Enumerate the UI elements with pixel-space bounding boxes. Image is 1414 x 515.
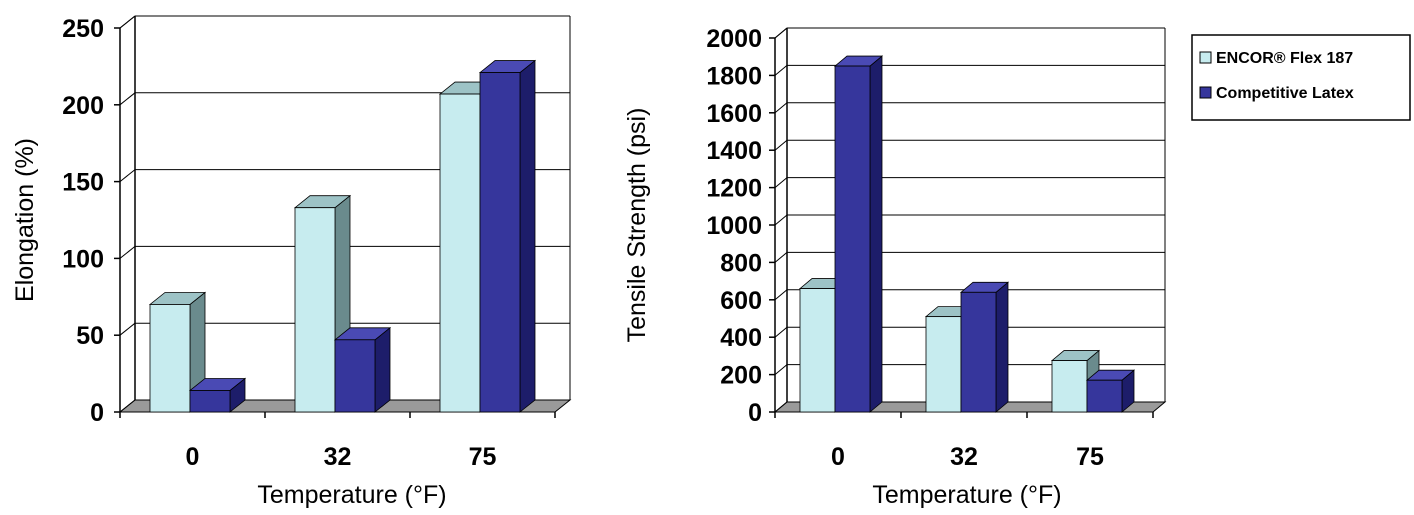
bar-front bbox=[799, 288, 836, 413]
gridline-side bbox=[774, 65, 788, 76]
y-axis-title: Tensile Strength (psi) bbox=[623, 108, 651, 343]
bar-front bbox=[294, 207, 336, 413]
gridline-side bbox=[119, 246, 136, 259]
y-tick-label: 1200 bbox=[706, 175, 762, 203]
y-tick-label: 200 bbox=[62, 92, 104, 120]
bar-front bbox=[479, 72, 521, 413]
gridline-side bbox=[119, 92, 136, 106]
bar-front bbox=[1051, 360, 1088, 413]
elongation-chart: 0 50 100 150 200 250 0 32 75 Elongation (%) Temper… bbox=[11, 15, 572, 509]
gridline-side bbox=[774, 214, 788, 226]
y-tick-label: 100 bbox=[62, 245, 104, 273]
y-tick-label: 50 bbox=[76, 322, 104, 350]
gridline-side bbox=[774, 139, 788, 151]
tensile-strength-chart: 0 200 400 600 800 1000 1200 1400 1600 1800 2000 0 32… bbox=[623, 25, 1167, 509]
gridline-side bbox=[119, 322, 136, 336]
bar-front bbox=[189, 390, 231, 413]
legend: ENCOR® Flex 187 Competitive Latex bbox=[1191, 34, 1411, 121]
gridline-side bbox=[774, 326, 788, 338]
gridline-side bbox=[774, 252, 788, 263]
legend-box bbox=[1191, 34, 1411, 121]
gridline-side bbox=[119, 169, 136, 182]
bar-competitive-75 bbox=[478, 59, 537, 413]
bar-side bbox=[869, 55, 883, 413]
bar-side bbox=[995, 281, 1009, 413]
gridline-side bbox=[774, 401, 788, 413]
y-tick-label: 1600 bbox=[706, 100, 762, 128]
bar-front bbox=[1086, 379, 1123, 413]
bar-competitive-75 bbox=[1085, 369, 1136, 413]
bar-front bbox=[960, 291, 997, 413]
legend-swatch-competitive bbox=[1199, 86, 1212, 99]
y-tick-label: 0 bbox=[90, 399, 104, 427]
legend-swatch-encor bbox=[1199, 51, 1212, 64]
gridline-side bbox=[119, 399, 136, 413]
bar-front bbox=[925, 316, 962, 413]
y-tick-label: 600 bbox=[720, 287, 762, 315]
bar-competitive-0 bbox=[833, 55, 884, 413]
bar-side bbox=[374, 326, 391, 413]
bar-front bbox=[334, 339, 376, 413]
y-axis-title: Elongation (%) bbox=[11, 138, 39, 302]
y-tick-label: 150 bbox=[62, 169, 104, 197]
gridline-side bbox=[119, 15, 136, 29]
bar-front bbox=[439, 93, 481, 413]
gridline-side bbox=[774, 177, 788, 188]
y-tick-label: 200 bbox=[720, 362, 762, 390]
y-tick-label: 1000 bbox=[706, 212, 762, 240]
y-tick-label: 250 bbox=[62, 15, 104, 43]
x-tick-label: 75 bbox=[1076, 443, 1104, 471]
y-tick-label: 400 bbox=[720, 324, 762, 352]
bar-competitive-32 bbox=[959, 281, 1010, 413]
gridline-side bbox=[774, 27, 788, 39]
y-tick-label: 1800 bbox=[706, 62, 762, 90]
legend-label-competitive: Competitive Latex bbox=[1216, 85, 1354, 102]
gridline-side bbox=[774, 364, 788, 375]
x-axis-title: Temperature (°F) bbox=[872, 481, 1061, 509]
x-axis-title: Temperature (°F) bbox=[257, 481, 446, 509]
gridline-side bbox=[774, 289, 788, 301]
x-tick-label: 32 bbox=[324, 443, 352, 471]
x-tick-label: 0 bbox=[186, 443, 200, 471]
gridline-side bbox=[774, 102, 788, 114]
x-tick-label: 32 bbox=[950, 443, 978, 471]
y-tick-label: 2000 bbox=[706, 25, 762, 53]
y-tick-label: 0 bbox=[748, 399, 762, 427]
bar-competitive-32 bbox=[333, 326, 392, 413]
bar-competitive-0 bbox=[188, 377, 247, 413]
x-tick-label: 75 bbox=[469, 443, 497, 471]
bar-side bbox=[519, 59, 536, 413]
bar-front bbox=[834, 65, 871, 413]
y-tick-label: 800 bbox=[720, 249, 762, 277]
legend-label-encor: ENCOR® Flex 187 bbox=[1216, 50, 1353, 67]
bar-front bbox=[149, 304, 191, 413]
y-tick-label: 1400 bbox=[706, 137, 762, 165]
x-tick-label: 0 bbox=[831, 443, 845, 471]
